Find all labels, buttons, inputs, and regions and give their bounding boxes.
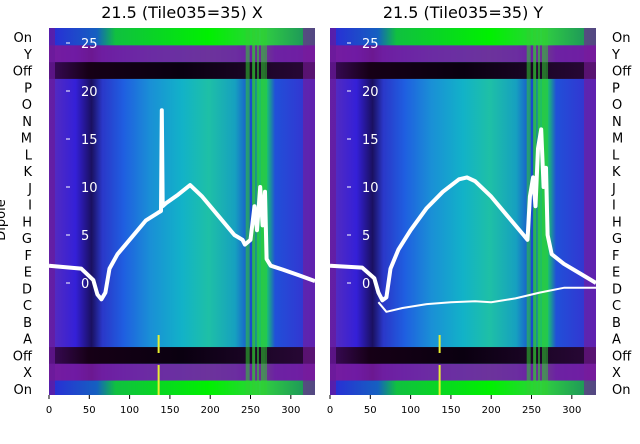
row-label: L (25, 148, 33, 163)
inner-tick-label: 10 (362, 181, 379, 196)
x-tick-label: 300 (281, 405, 300, 416)
row-label: Y (611, 48, 620, 63)
row-label: G (612, 232, 622, 247)
inner-tick-label: 15 (362, 133, 379, 148)
heat-row-on (330, 380, 596, 395)
x-tick-label: 50 (364, 405, 377, 416)
panel-title: 21.5 (Tile035=35) Y (383, 3, 544, 22)
heat-band (541, 28, 546, 395)
row-label: P (24, 81, 32, 96)
row-label: D (22, 282, 32, 297)
row-label: B (23, 316, 32, 331)
inner-tick-label: 15 (81, 133, 98, 148)
row-label: N (612, 115, 622, 130)
row-label: F (25, 249, 32, 264)
row-label: O (22, 98, 32, 113)
inner-tick-label: 25 (362, 37, 379, 52)
row-label: D (612, 282, 622, 297)
row-label: Y (23, 48, 32, 63)
inner-tick-label: 20 (362, 85, 379, 100)
heatmap-area (49, 28, 315, 395)
x-tick-label: 100 (401, 405, 420, 416)
row-label: B (612, 316, 621, 331)
x-tick-label: 150 (160, 405, 179, 416)
row-label: J (611, 182, 616, 197)
x-tick-label: 200 (201, 405, 220, 416)
heat-band (533, 28, 537, 395)
inner-tick-label: 0 (81, 277, 89, 292)
row-label: I (28, 199, 32, 214)
row-label: C (23, 299, 32, 314)
row-label: O (612, 98, 622, 113)
panel-title: 21.5 (Tile035=35) X (101, 3, 263, 22)
row-label: X (23, 366, 32, 381)
heat-row-off (49, 347, 315, 364)
overlay-line (377, 286, 596, 313)
row-label: Off (612, 65, 632, 80)
y-axis-label: Dipole (0, 199, 9, 240)
row-label: M (612, 132, 623, 147)
inner-tick-label: 5 (362, 229, 370, 244)
row-label: Off (13, 349, 33, 364)
heat-row-on (49, 380, 315, 395)
inner-tick-label: 25 (81, 37, 98, 52)
inner-tick-label: 10 (81, 181, 98, 196)
row-label: E (612, 266, 620, 281)
row-label: K (612, 165, 621, 180)
row-label: On (612, 31, 630, 46)
row-label: F (612, 249, 619, 264)
row-label: M (21, 132, 32, 147)
heat-margin-left (49, 28, 55, 395)
heat-band (537, 28, 540, 395)
inner-tick-label: 5 (81, 229, 89, 244)
row-label: Off (612, 349, 632, 364)
heat-row-x (49, 363, 315, 381)
row-label: On (14, 31, 32, 46)
row-label: K (23, 165, 32, 180)
x-tick-label: 250 (522, 405, 541, 416)
row-label: On (612, 383, 630, 398)
row-label: A (612, 333, 621, 348)
row-label: P (612, 81, 620, 96)
row-label: Off (13, 65, 33, 80)
heat-band (245, 28, 250, 395)
x-tick-label: 200 (482, 405, 501, 416)
x-tick-label: 300 (562, 405, 581, 416)
x-tick-label: 100 (120, 405, 139, 416)
row-label: A (23, 333, 32, 348)
x-tick-label: 0 (327, 405, 333, 416)
row-label: X (612, 366, 621, 381)
overlay-line (48, 108, 316, 302)
heat-row-off (49, 62, 315, 79)
heat-row-x (330, 363, 596, 381)
row-label: L (612, 148, 620, 163)
row-label: E (24, 266, 32, 281)
row-label: H (22, 215, 32, 230)
overlay-line (329, 127, 598, 303)
heat-margin-left (330, 28, 336, 395)
row-label: C (612, 299, 621, 314)
row-label: N (22, 115, 32, 130)
x-tick-label: 50 (83, 405, 96, 416)
row-label: On (14, 383, 32, 398)
heat-margin-right (303, 28, 315, 395)
row-label: G (22, 232, 32, 247)
heatmap-area (330, 28, 596, 395)
row-label: I (612, 199, 616, 214)
x-tick-label: 250 (241, 405, 260, 416)
inner-tick-label: 0 (362, 277, 370, 292)
inner-tick-label: 20 (81, 85, 98, 100)
x-tick-label: 150 (441, 405, 460, 416)
x-tick-label: 0 (46, 405, 52, 416)
heat-row-off (330, 62, 596, 79)
heat-row-off (330, 347, 596, 364)
row-label: J (27, 182, 32, 197)
heat-margin-right (584, 28, 596, 395)
row-label: H (612, 215, 622, 230)
